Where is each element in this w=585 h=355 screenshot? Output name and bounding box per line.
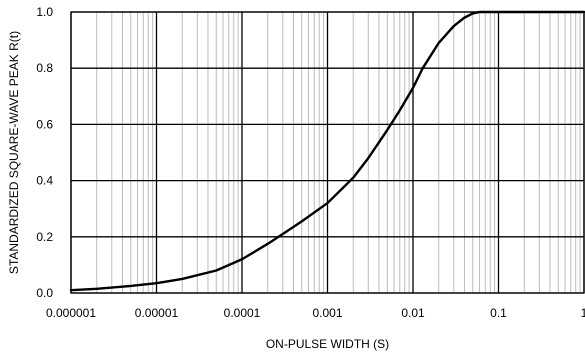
x-tick-label: 0.000001: [46, 306, 96, 320]
x-tick-label: 0.01: [401, 306, 425, 320]
y-tick-label: 0.0: [36, 286, 53, 300]
x-tick-label: 0.1: [490, 306, 507, 320]
minor-gridlines: [96, 12, 581, 293]
series-line: [69, 10, 585, 292]
series-layer: [69, 10, 585, 292]
plot-frame: [70, 11, 585, 294]
x-tick-label: 0.001: [312, 306, 342, 320]
y-tick-label: 1.0: [36, 5, 53, 19]
y-tick-label: 0.4: [36, 174, 53, 188]
x-tick-label: 1: [581, 306, 585, 320]
y-axis-label: STANDARDIZED SQUARE-WAVE PEAK R(t): [7, 31, 21, 274]
y-tick-label: 0.8: [36, 61, 53, 75]
y-tick-label: 0.2: [36, 230, 53, 244]
y-tick-label: 0.6: [36, 117, 53, 131]
y-axis-ticks: 0.0 0.2 0.4 0.6 0.8 1.0: [36, 5, 53, 300]
plot-border: [70, 11, 585, 294]
x-axis-ticks: 0.000001 0.00001 0.0001 0.001 0.01 0.1 1: [46, 306, 585, 320]
x-tick-label: 0.00001: [135, 306, 179, 320]
x-axis-label: ON-PULSE WIDTH (S): [266, 337, 389, 351]
x-tick-label: 0.0001: [224, 306, 261, 320]
